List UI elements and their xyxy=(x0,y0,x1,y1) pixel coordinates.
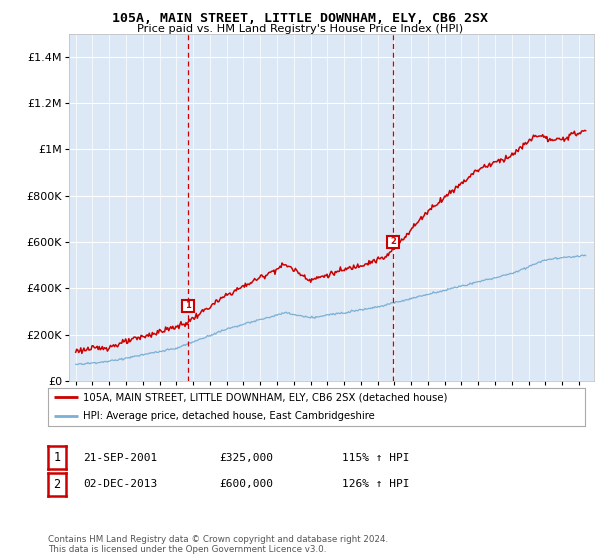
Text: 2: 2 xyxy=(53,478,61,491)
Text: 105A, MAIN STREET, LITTLE DOWNHAM, ELY, CB6 2SX: 105A, MAIN STREET, LITTLE DOWNHAM, ELY, … xyxy=(112,12,488,25)
Text: 1: 1 xyxy=(185,301,191,310)
Text: 105A, MAIN STREET, LITTLE DOWNHAM, ELY, CB6 2SX (detached house): 105A, MAIN STREET, LITTLE DOWNHAM, ELY, … xyxy=(83,392,448,402)
Text: 126% ↑ HPI: 126% ↑ HPI xyxy=(342,479,409,489)
Text: 1: 1 xyxy=(53,451,61,464)
Text: £600,000: £600,000 xyxy=(219,479,273,489)
Text: 21-SEP-2001: 21-SEP-2001 xyxy=(83,452,157,463)
Text: 115% ↑ HPI: 115% ↑ HPI xyxy=(342,452,409,463)
Text: Contains HM Land Registry data © Crown copyright and database right 2024.
This d: Contains HM Land Registry data © Crown c… xyxy=(48,535,388,554)
Text: 02-DEC-2013: 02-DEC-2013 xyxy=(83,479,157,489)
Text: Price paid vs. HM Land Registry's House Price Index (HPI): Price paid vs. HM Land Registry's House … xyxy=(137,24,463,34)
Text: £325,000: £325,000 xyxy=(219,452,273,463)
Text: HPI: Average price, detached house, East Cambridgeshire: HPI: Average price, detached house, East… xyxy=(83,411,374,421)
Text: 2: 2 xyxy=(390,237,396,246)
